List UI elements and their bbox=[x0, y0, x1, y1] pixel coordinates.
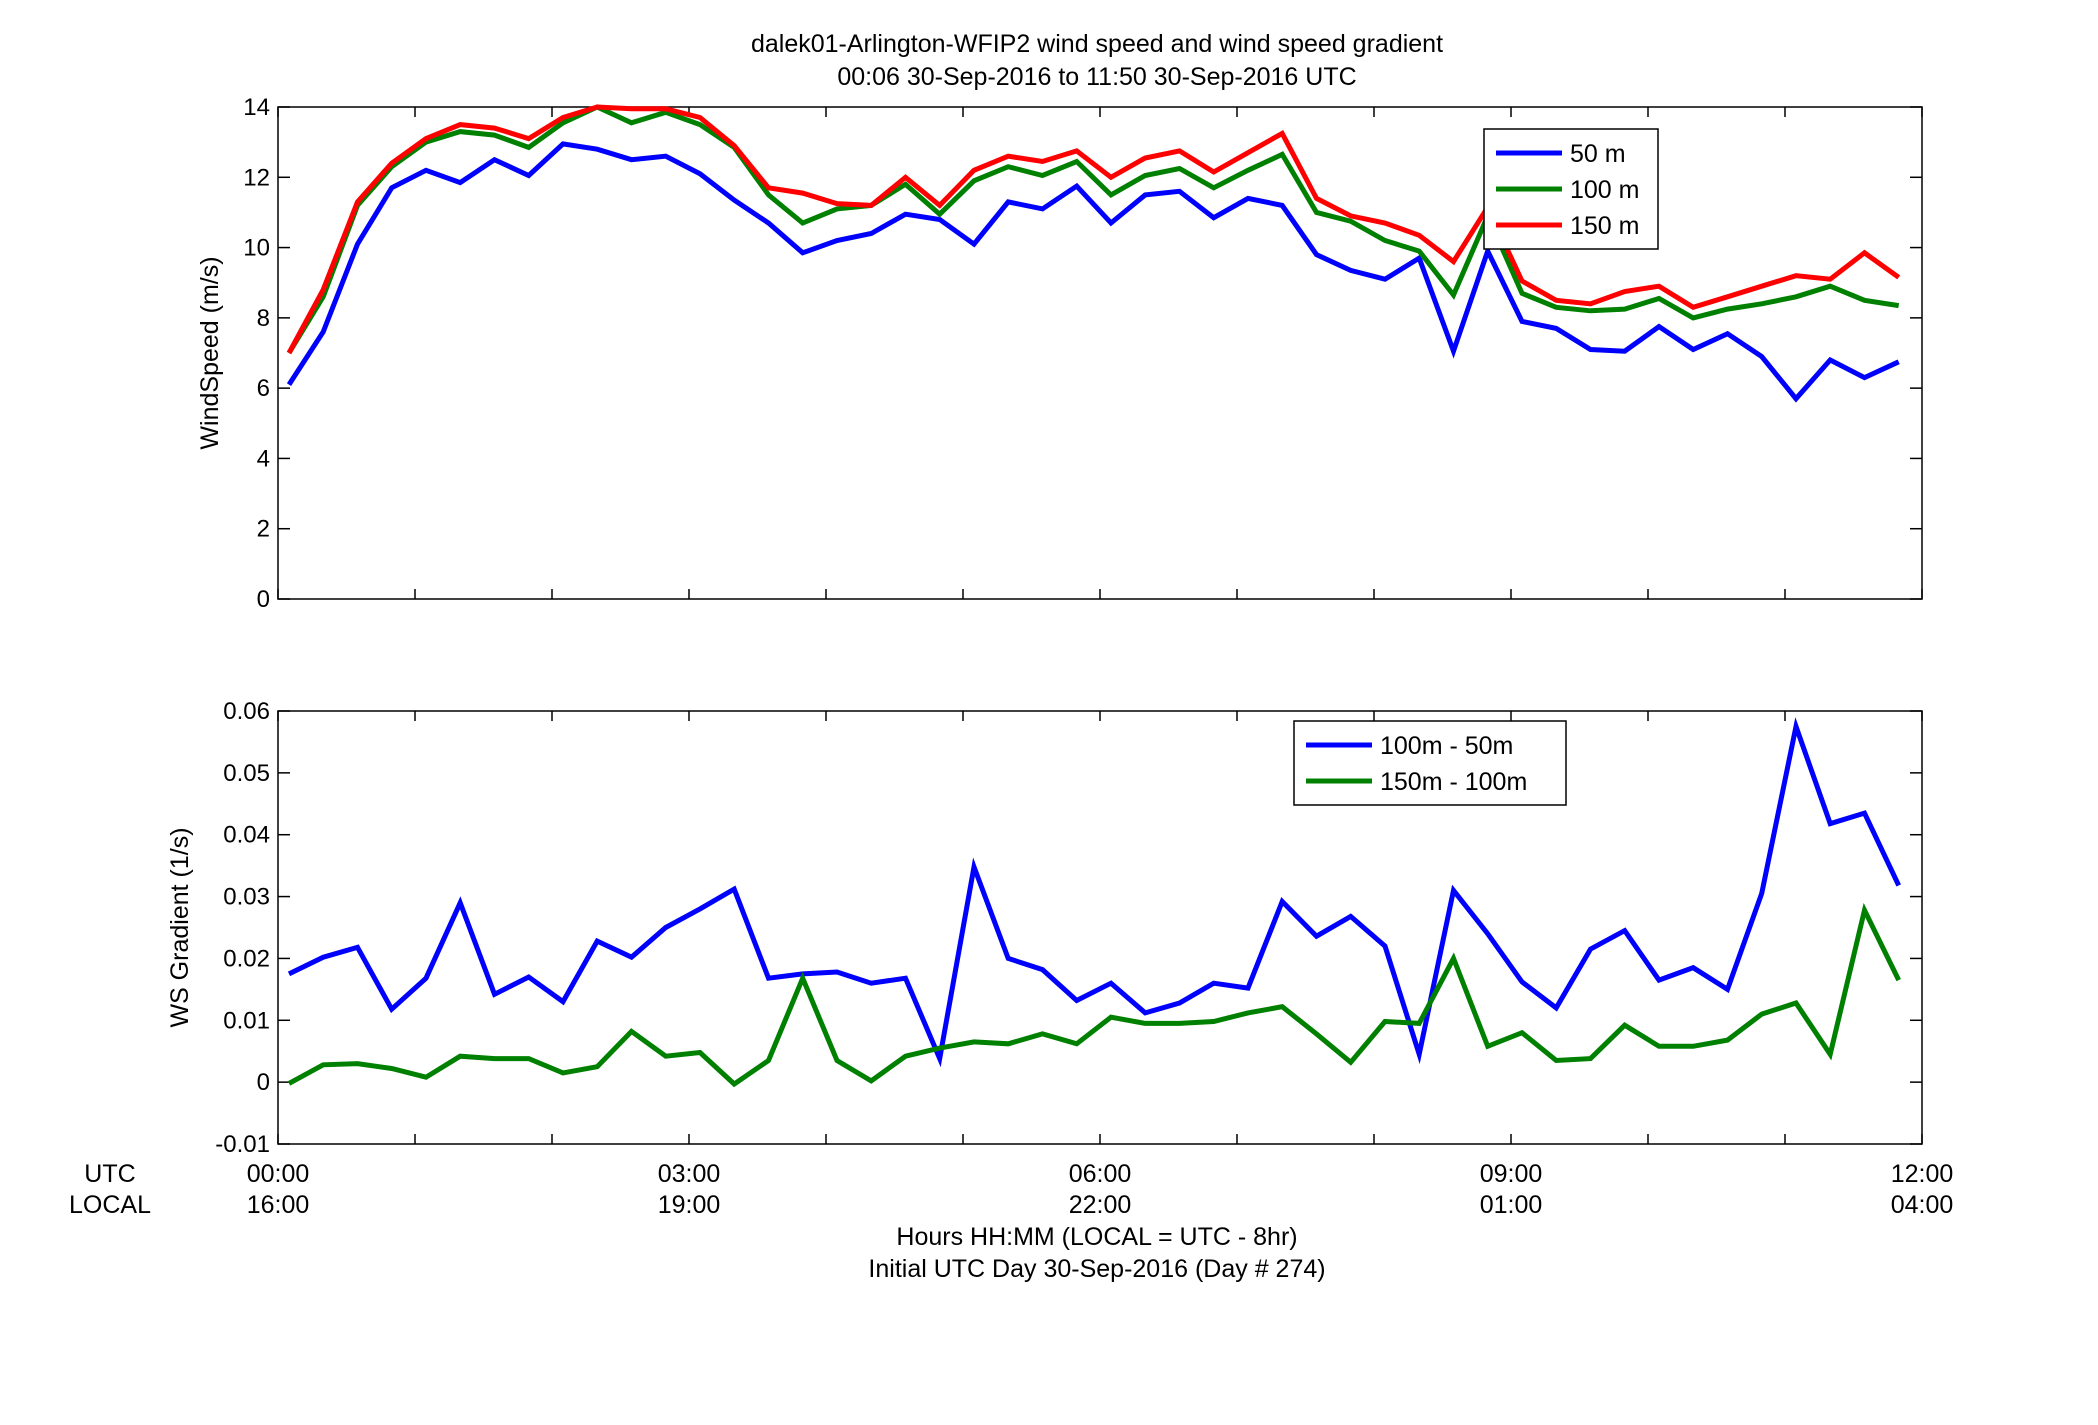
speed-series-3-line bbox=[286, 104, 1901, 355]
gradient-legend-label: 150m - 100m bbox=[1380, 768, 1527, 796]
x-tick-labels: 00:00 16:00 03:00 19:00 06:00 22:00 09:00 01:00… bbox=[247, 1160, 1954, 1219]
speed-y-tick-label: 6 bbox=[257, 375, 270, 402]
x-tick-label-local: 01:00 bbox=[1480, 1191, 1543, 1219]
speed-y-tick-label: 8 bbox=[257, 305, 270, 332]
gradient-legend bbox=[1293, 720, 1567, 806]
speed-y-axis-label: WindSpeed (m/s) bbox=[196, 256, 224, 449]
x-tick-label-utc: 09:00 bbox=[1480, 1160, 1543, 1188]
gradient-series-2-line bbox=[287, 902, 1901, 1088]
x-tick-label-local: 19:00 bbox=[658, 1191, 721, 1219]
gradient-y-tick-label: -0.01 bbox=[215, 1131, 270, 1158]
gradient-y-tick-label: 0.06 bbox=[223, 698, 270, 725]
speed-legend-label: 100 m bbox=[1570, 176, 1639, 204]
gradient-legend-label: 100m - 50m bbox=[1380, 732, 1513, 760]
gradient-y-tick-label: 0.04 bbox=[223, 822, 270, 849]
utc-row-label: UTC bbox=[84, 1160, 135, 1188]
local-row-label: LOCAL bbox=[69, 1191, 151, 1219]
speed-y-tick-label: 4 bbox=[257, 445, 270, 472]
speed-y-tick-label: 2 bbox=[257, 516, 270, 543]
wind-speed-panel: 0 2 4 6 8 10 12 14 WindSpeed (m/s) 50 m 100 m 150 m bbox=[196, 94, 1923, 613]
gradient-y-tick-label: 0.05 bbox=[223, 760, 270, 787]
figure-title-line2: 00:06 30-Sep-2016 to 11:50 30-Sep-2016 U… bbox=[837, 63, 1356, 91]
gradient-y-tick-label: 0.01 bbox=[223, 1007, 270, 1034]
x-tick-label-local: 22:00 bbox=[1069, 1191, 1132, 1219]
gradient-y-tick-label: 0.02 bbox=[223, 945, 270, 972]
speed-series-2-line bbox=[286, 104, 1900, 355]
wind-gradient-panel: -0.01 0 0.01 0.02 0.03 0.04 0.05 0.06 WS Gradien… bbox=[166, 698, 1923, 1158]
speed-y-tick-label: 0 bbox=[257, 586, 270, 613]
x-tick-label-utc: 00:00 bbox=[247, 1160, 310, 1188]
x-tick-label-local: 16:00 bbox=[247, 1191, 310, 1219]
x-axis-label-line2: Initial UTC Day 30-Sep-2016 (Day # 274) bbox=[868, 1255, 1325, 1283]
gradient-y-axis-label: WS Gradient (1/s) bbox=[166, 827, 194, 1027]
x-tick-label-utc: 06:00 bbox=[1069, 1160, 1132, 1188]
speed-legend-label: 50 m bbox=[1570, 140, 1626, 168]
x-tick-label-local: 04:00 bbox=[1891, 1191, 1954, 1219]
gradient-y-tick-label: 0.03 bbox=[223, 884, 270, 911]
gradient-plot-frame bbox=[277, 710, 1923, 1145]
speed-legend-label: 150 m bbox=[1570, 212, 1639, 240]
x-axis-label-line1: Hours HH:MM (LOCAL = UTC - 8hr) bbox=[896, 1223, 1297, 1251]
speed-y-tick-label: 14 bbox=[243, 94, 270, 121]
speed-y-tick-label: 12 bbox=[243, 164, 270, 191]
x-tick-label-utc: 03:00 bbox=[658, 1160, 721, 1188]
gradient-y-tick-label: 0 bbox=[257, 1069, 270, 1096]
speed-y-tick-label: 10 bbox=[243, 235, 270, 262]
speed-series-1-line bbox=[286, 141, 1900, 403]
figure-title-line1: dalek01-Arlington-WFIP2 wind speed and w… bbox=[751, 30, 1443, 58]
gradient-series-1-line bbox=[287, 717, 1901, 1068]
x-tick-label-utc: 12:00 bbox=[1891, 1160, 1954, 1188]
